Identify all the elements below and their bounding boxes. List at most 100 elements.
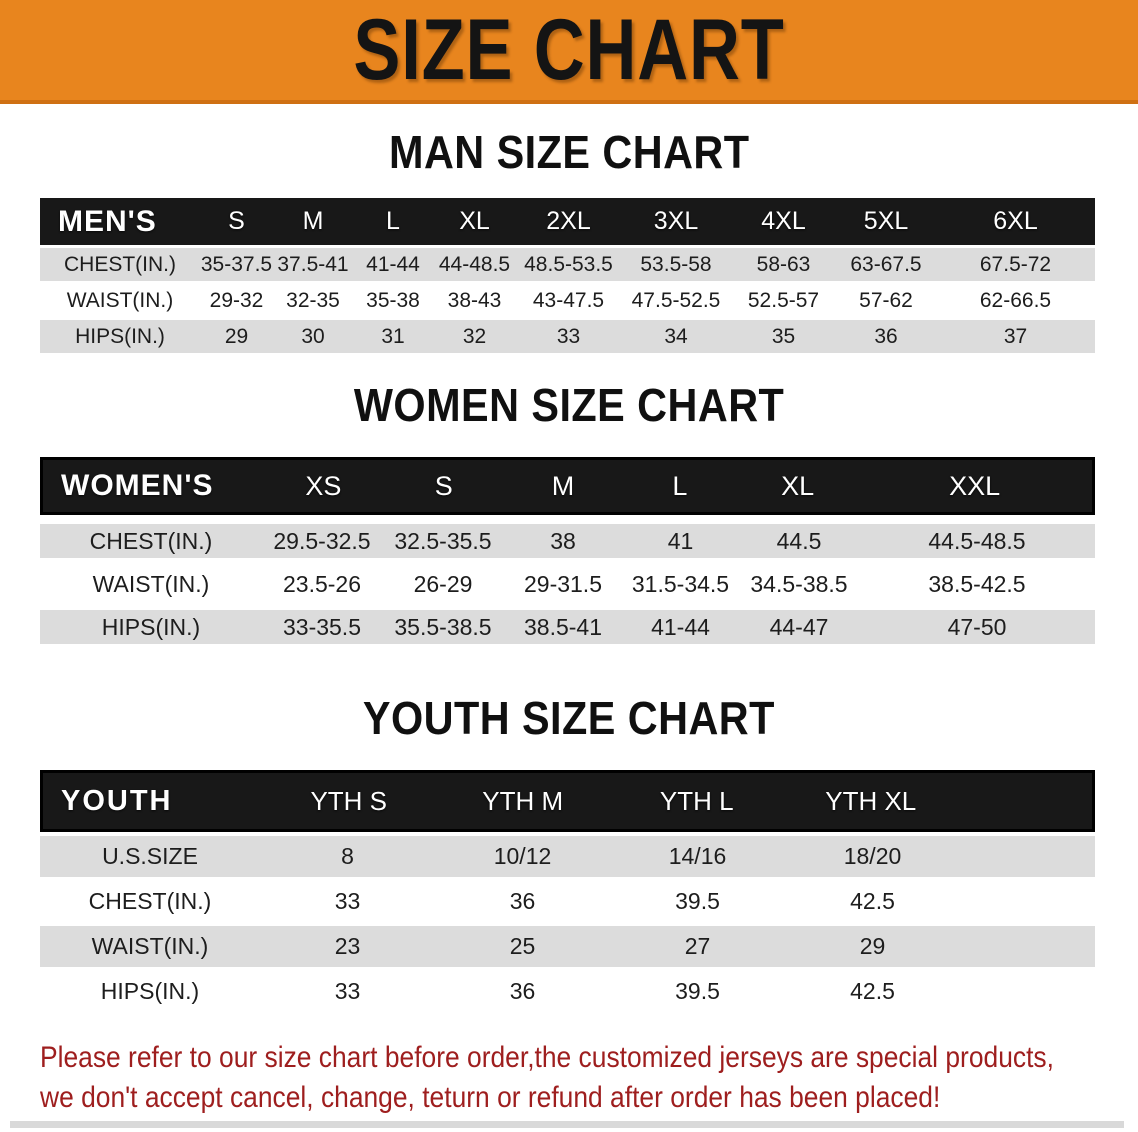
row-label-cell: U.S.SIZE [40, 836, 260, 877]
value-cell: 35-37.5 [200, 248, 273, 281]
row-label-cell: HIPS(IN.) [40, 610, 262, 644]
col-header-cell: YTH XL [825, 785, 917, 816]
col-header-cell: YTH M [482, 785, 564, 816]
col-header-cell: YTH S [310, 785, 388, 816]
col-header-cell: YTH L [659, 785, 734, 816]
value-cell: 41-44 [353, 248, 433, 281]
row-label-cell: CHEST(IN.) [40, 248, 200, 281]
value-cell: 41-44 [622, 610, 739, 644]
value-cell: 44.5-48.5 [859, 524, 1095, 558]
value-cell: 31.5-34.5 [622, 567, 739, 601]
value-cell: 14/16 [610, 836, 785, 877]
youth-section-title: YOUTH SIZE CHART [362, 692, 776, 744]
row-label-cell: CHEST(IN.) [40, 881, 260, 922]
women-chest-row: CHEST(IN.) 29.5-32.5 32.5-35.5 38 41 44.… [40, 524, 1095, 558]
value-cell: 23.5-26 [262, 567, 382, 601]
value-cell: 38.5-41 [504, 610, 622, 644]
value-cell: 29-32 [200, 284, 273, 317]
value-cell [960, 971, 1095, 1012]
women-table-title-cell: WOMEN'S [61, 469, 214, 502]
row-label-cell: WAIST(IN.) [40, 567, 262, 601]
disclaimer-line-1: Please refer to our size chart before or… [40, 1041, 1054, 1074]
col-header-cell: 4XL [761, 207, 806, 235]
value-cell: 29.5-32.5 [262, 524, 382, 558]
col-header-cell: XL [781, 470, 815, 501]
value-cell: 31 [353, 320, 433, 353]
value-cell: 29 [785, 926, 960, 967]
row-label-cell: CHEST(IN.) [40, 524, 262, 558]
men-waist-row: WAIST(IN.) 29-32 32-35 35-38 38-43 43-47… [40, 284, 1095, 317]
youth-section-heading: YOUTH SIZE CHART [0, 694, 1138, 742]
men-section-heading: MAN SIZE CHART [0, 128, 1138, 176]
value-cell: 33 [260, 971, 435, 1012]
bottom-edge-strip [10, 1121, 1124, 1128]
col-header-cell: L [672, 470, 688, 501]
youth-waist-row: WAIST(IN.) 23 25 27 29 [40, 926, 1095, 967]
value-cell: 37.5-41 [273, 248, 353, 281]
value-cell: 47.5-52.5 [621, 284, 731, 317]
disclaimer-line-2: we don't accept cancel, change, teturn o… [40, 1081, 941, 1114]
value-cell: 8 [260, 836, 435, 877]
value-cell: 29-31.5 [504, 567, 622, 601]
spacer-cell [958, 773, 1092, 829]
men-table-title-cell: MEN'S [58, 204, 157, 238]
value-cell: 39.5 [610, 881, 785, 922]
value-cell: 42.5 [785, 971, 960, 1012]
value-cell: 44.5 [739, 524, 859, 558]
value-cell [960, 926, 1095, 967]
banner-title: SIZE CHART [353, 2, 785, 98]
value-cell: 47-50 [859, 610, 1095, 644]
col-header-cell: 3XL [653, 207, 699, 235]
value-cell: 10/12 [435, 836, 610, 877]
value-cell: 38 [504, 524, 622, 558]
value-cell: 35.5-38.5 [382, 610, 504, 644]
men-section-title: MAN SIZE CHART [388, 126, 750, 178]
col-header-cell: 2XL [546, 207, 591, 235]
value-cell: 18/20 [785, 836, 960, 877]
row-label-cell: WAIST(IN.) [40, 926, 260, 967]
value-cell: 67.5-72 [936, 248, 1095, 281]
col-header-cell: 6XL [993, 207, 1038, 235]
value-cell: 35 [731, 320, 836, 353]
value-cell: 36 [435, 971, 610, 1012]
value-cell: 62-66.5 [936, 284, 1095, 317]
men-size-table: MEN'S S M L XL 2XL 3XL 4XL 5XL 6XL CHEST… [40, 198, 1095, 353]
row-label-cell: HIPS(IN.) [40, 971, 260, 1012]
value-cell: 36 [435, 881, 610, 922]
value-cell: 33 [260, 881, 435, 922]
col-header-cell: M [302, 207, 324, 235]
value-cell: 52.5-57 [731, 284, 836, 317]
disclaimer-note: Please refer to our size chart before or… [40, 1038, 1138, 1118]
women-size-table: WOMEN'S XS S M L XL XXL CHEST(IN.) 29.5-… [40, 457, 1095, 644]
value-cell [960, 881, 1095, 922]
youth-table-title-cell: YOUTH [61, 784, 173, 817]
value-cell: 35-38 [353, 284, 433, 317]
men-table-header-row: MEN'S S M L XL 2XL 3XL 4XL 5XL 6XL [40, 198, 1095, 245]
value-cell: 37 [936, 320, 1095, 353]
value-cell: 36 [836, 320, 936, 353]
men-hips-row: HIPS(IN.) 29 30 31 32 33 34 35 36 37 [40, 320, 1095, 353]
youth-size-table: YOUTH YTH S YTH M YTH L YTH XL U.S.SIZE … [40, 770, 1095, 1012]
value-cell: 33-35.5 [262, 610, 382, 644]
value-cell: 29 [200, 320, 273, 353]
value-cell: 57-62 [836, 284, 936, 317]
youth-table-header-row: YOUTH YTH S YTH M YTH L YTH XL [40, 770, 1095, 832]
value-cell: 25 [435, 926, 610, 967]
value-cell: 32 [433, 320, 516, 353]
women-waist-row: WAIST(IN.) 23.5-26 26-29 29-31.5 31.5-34… [40, 567, 1095, 601]
youth-ussize-row: U.S.SIZE 8 10/12 14/16 18/20 [40, 836, 1095, 877]
value-cell: 44-47 [739, 610, 859, 644]
value-cell: 26-29 [382, 567, 504, 601]
men-chest-row: CHEST(IN.) 35-37.5 37.5-41 41-44 44-48.5… [40, 248, 1095, 281]
value-cell: 30 [273, 320, 353, 353]
value-cell: 38-43 [433, 284, 516, 317]
value-cell: 33 [516, 320, 621, 353]
col-header-cell: S [228, 207, 245, 235]
women-section-heading: WOMEN SIZE CHART [0, 381, 1138, 429]
col-header-cell: 5XL [863, 207, 909, 235]
value-cell: 27 [610, 926, 785, 967]
value-cell: 32-35 [273, 284, 353, 317]
value-cell: 38.5-42.5 [859, 567, 1095, 601]
row-label-cell: HIPS(IN.) [40, 320, 200, 353]
women-section-title: WOMEN SIZE CHART [353, 379, 785, 431]
